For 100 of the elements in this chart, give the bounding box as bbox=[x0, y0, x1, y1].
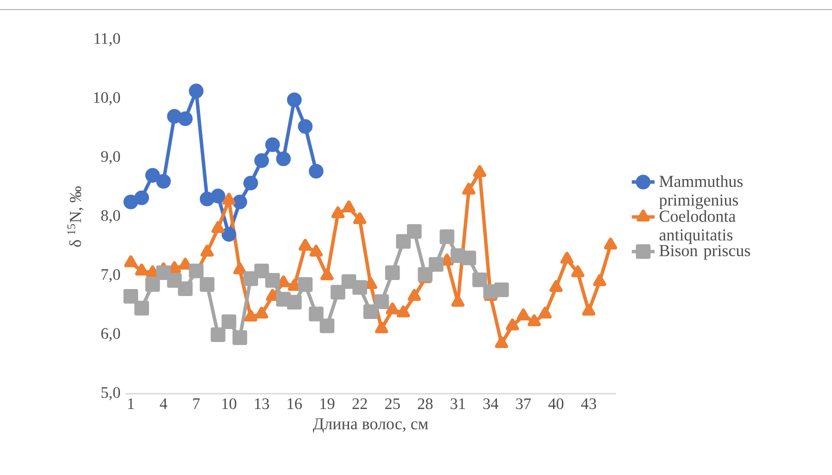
point bbox=[320, 318, 334, 334]
point bbox=[298, 238, 312, 251]
point bbox=[308, 164, 324, 179]
x-tick-label: 16 bbox=[288, 398, 302, 410]
point bbox=[310, 244, 323, 257]
point bbox=[188, 84, 204, 98]
point bbox=[200, 277, 214, 292]
point bbox=[276, 152, 291, 166]
point bbox=[156, 174, 171, 189]
point bbox=[135, 264, 148, 276]
point bbox=[200, 244, 214, 257]
point bbox=[571, 265, 584, 278]
point bbox=[451, 294, 464, 307]
point bbox=[145, 277, 160, 292]
point bbox=[222, 314, 236, 330]
y-tick-label: 6,0 bbox=[101, 328, 120, 342]
point bbox=[244, 310, 258, 322]
point bbox=[243, 176, 258, 190]
point bbox=[167, 109, 182, 124]
point bbox=[123, 288, 138, 304]
point bbox=[298, 277, 313, 292]
x-tick-label: 37 bbox=[516, 398, 531, 410]
point bbox=[232, 330, 248, 345]
x-tick-label: 10 bbox=[222, 398, 236, 410]
point bbox=[178, 111, 193, 126]
point bbox=[255, 306, 268, 319]
point bbox=[330, 284, 346, 300]
point bbox=[506, 318, 519, 330]
x-tick-label: 28 bbox=[418, 398, 433, 410]
y-axis-title: δ $^{15}$N, ‰ bbox=[67, 186, 84, 247]
point bbox=[222, 227, 236, 242]
x-tick-label: 25 bbox=[385, 398, 400, 410]
point bbox=[538, 306, 552, 319]
point bbox=[222, 192, 236, 205]
point bbox=[440, 229, 454, 244]
point bbox=[298, 119, 313, 134]
x-tick-label: 34 bbox=[483, 398, 498, 410]
x-tick-label: 1 bbox=[128, 398, 134, 409]
y-tick-label: 10,0 bbox=[94, 92, 120, 106]
point bbox=[342, 200, 356, 212]
x-tick-label: 19 bbox=[320, 398, 334, 410]
y-tick-label: 8,0 bbox=[101, 210, 120, 224]
point bbox=[287, 294, 302, 310]
point bbox=[374, 321, 388, 334]
point bbox=[593, 274, 606, 286]
x-tick-label: 31 bbox=[450, 398, 465, 410]
point bbox=[287, 92, 302, 108]
point bbox=[604, 238, 618, 250]
point bbox=[342, 274, 356, 289]
point bbox=[353, 212, 366, 224]
point bbox=[549, 280, 563, 292]
point bbox=[396, 306, 410, 318]
point bbox=[406, 224, 422, 239]
point bbox=[200, 192, 214, 206]
point bbox=[243, 271, 258, 286]
point bbox=[156, 265, 171, 280]
point bbox=[408, 288, 421, 301]
point bbox=[363, 304, 378, 319]
x-tick-label: 13 bbox=[255, 398, 270, 410]
point bbox=[254, 153, 269, 168]
point bbox=[516, 308, 530, 320]
point bbox=[232, 194, 248, 210]
x-tick-label: 7 bbox=[193, 398, 200, 409]
point bbox=[124, 255, 138, 268]
point bbox=[472, 272, 488, 288]
point bbox=[123, 194, 138, 210]
point bbox=[461, 250, 476, 266]
point bbox=[211, 221, 225, 234]
x-tick-label: 40 bbox=[548, 398, 564, 410]
point bbox=[233, 262, 246, 274]
point bbox=[265, 273, 280, 288]
y-tick-label: 11,0 bbox=[94, 33, 120, 46]
point bbox=[582, 304, 596, 316]
point bbox=[320, 268, 334, 280]
point bbox=[145, 168, 160, 183]
legend-label: Mammuthus primigenius bbox=[659, 175, 743, 210]
point bbox=[167, 273, 182, 288]
y-tick-label: 9,0 bbox=[101, 151, 120, 164]
y-tick-label: 7,0 bbox=[102, 269, 120, 282]
point bbox=[374, 294, 389, 309]
legend-label: Bison priscus bbox=[659, 245, 750, 260]
point bbox=[210, 327, 226, 342]
point bbox=[528, 314, 541, 326]
point bbox=[134, 300, 150, 316]
point bbox=[178, 281, 193, 296]
point bbox=[473, 165, 486, 177]
point bbox=[385, 265, 400, 280]
point bbox=[386, 302, 400, 314]
x-tick-label: 22 bbox=[352, 398, 367, 409]
point bbox=[494, 336, 508, 348]
legend-label: Coelodonta antiquitatis bbox=[660, 210, 736, 244]
point bbox=[462, 182, 476, 195]
point bbox=[494, 282, 509, 298]
point bbox=[265, 137, 280, 152]
point bbox=[178, 258, 192, 270]
x-tick-label: 43 bbox=[581, 398, 596, 410]
point bbox=[254, 264, 269, 278]
point bbox=[331, 206, 345, 218]
point bbox=[210, 188, 226, 204]
point bbox=[396, 234, 411, 249]
